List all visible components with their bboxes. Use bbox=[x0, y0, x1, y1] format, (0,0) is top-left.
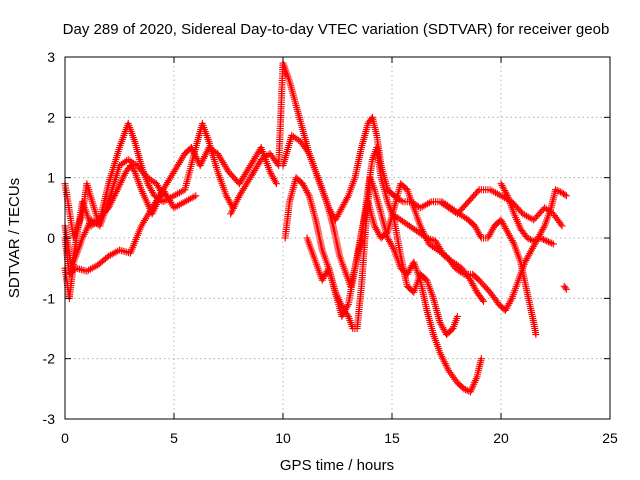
data-point bbox=[526, 236, 534, 244]
data-point bbox=[304, 190, 312, 198]
series-sat-k bbox=[497, 180, 557, 248]
data-point bbox=[453, 312, 461, 320]
data-point bbox=[130, 166, 138, 174]
y-axis-label: SDTVAR / TECUs bbox=[6, 178, 23, 298]
data-point bbox=[425, 235, 433, 243]
data-point bbox=[397, 197, 405, 205]
data-point bbox=[423, 234, 431, 242]
x-tick-label: 5 bbox=[170, 430, 178, 446]
data-point bbox=[536, 234, 544, 242]
data-point bbox=[561, 284, 569, 292]
data-point bbox=[548, 239, 556, 247]
data-point bbox=[541, 236, 549, 244]
grid-lines bbox=[65, 57, 610, 419]
data-point bbox=[562, 285, 570, 293]
y-tick-label: -1 bbox=[43, 290, 56, 306]
series-sat-l bbox=[560, 282, 570, 293]
data-point bbox=[523, 234, 531, 242]
y-tick-label: -2 bbox=[43, 351, 56, 367]
data-point bbox=[562, 192, 570, 200]
y-tick-label: 3 bbox=[47, 49, 55, 65]
series-sat-d bbox=[61, 156, 167, 302]
series-sat-j bbox=[438, 198, 540, 339]
data-point bbox=[540, 236, 548, 244]
data-point bbox=[507, 296, 515, 304]
x-tick-labels: 0 5 10 15 20 25 bbox=[61, 430, 618, 446]
data-point bbox=[558, 222, 566, 230]
data-point bbox=[272, 178, 280, 186]
x-tick-label: 20 bbox=[493, 430, 509, 446]
series-sat-c bbox=[61, 162, 200, 242]
data-point bbox=[272, 180, 280, 188]
data-point bbox=[295, 136, 303, 144]
data-point bbox=[158, 190, 166, 198]
x-tick-label: 0 bbox=[61, 430, 69, 446]
x-axis-label: GPS time / hours bbox=[280, 457, 394, 474]
data-points bbox=[61, 59, 570, 396]
data-point bbox=[553, 186, 561, 194]
data-point bbox=[480, 297, 488, 305]
y-tick-labels: -3 -2 -1 0 1 2 3 bbox=[43, 49, 56, 427]
data-point bbox=[343, 193, 351, 201]
y-tick-label: 1 bbox=[47, 170, 55, 186]
data-point bbox=[538, 235, 546, 243]
data-point bbox=[478, 296, 486, 304]
x-tick-label: 15 bbox=[384, 430, 400, 446]
data-point bbox=[546, 239, 554, 247]
axis-ticks bbox=[64, 56, 611, 420]
y-tick-label: 0 bbox=[47, 230, 55, 246]
data-point bbox=[557, 220, 565, 228]
data-point bbox=[549, 240, 557, 248]
data-point bbox=[540, 224, 548, 232]
data-point bbox=[426, 235, 434, 243]
chart-title: Day 289 of 2020, Sidereal Day-to-day VTE… bbox=[63, 21, 610, 38]
data-point bbox=[503, 190, 511, 198]
y-tick-label: 2 bbox=[47, 109, 55, 125]
data-point bbox=[533, 236, 541, 244]
data-point bbox=[476, 232, 484, 240]
x-tick-label: 10 bbox=[275, 430, 291, 446]
data-point bbox=[530, 237, 538, 245]
data-point bbox=[509, 238, 517, 246]
data-point bbox=[525, 235, 533, 243]
data-point bbox=[543, 237, 551, 245]
data-point bbox=[343, 302, 351, 310]
data-point bbox=[532, 331, 540, 339]
data-point bbox=[456, 263, 464, 271]
data-point bbox=[555, 187, 563, 195]
x-tick-label: 25 bbox=[602, 430, 618, 446]
data-point bbox=[159, 192, 167, 200]
series-sat-i bbox=[388, 210, 488, 305]
data-point bbox=[192, 192, 200, 200]
data-point bbox=[304, 148, 312, 156]
data-point bbox=[561, 191, 569, 199]
data-point bbox=[477, 355, 485, 363]
data-point bbox=[460, 385, 468, 393]
data-point bbox=[544, 238, 552, 246]
data-point bbox=[474, 187, 482, 195]
data-point bbox=[552, 186, 559, 194]
data-point bbox=[428, 236, 436, 244]
data-point bbox=[389, 244, 397, 252]
y-tick-label: -3 bbox=[43, 411, 56, 427]
data-point bbox=[556, 188, 564, 196]
data-point bbox=[531, 236, 539, 244]
